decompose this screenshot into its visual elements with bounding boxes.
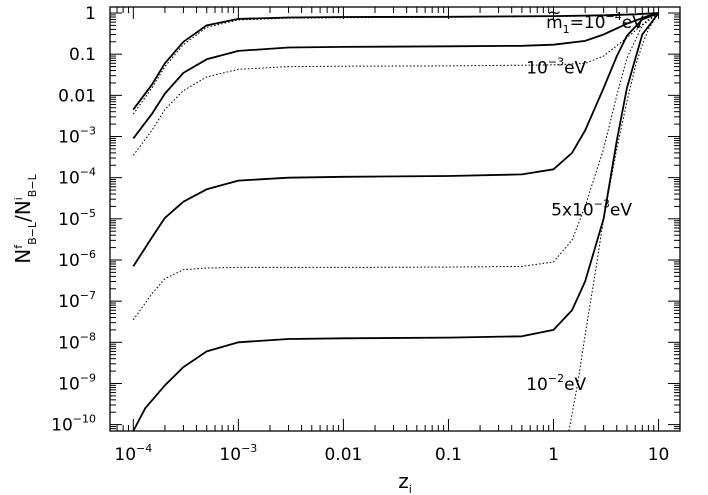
y-tick-label: 10−10 bbox=[51, 413, 96, 436]
y-tick-label: 10−5 bbox=[58, 207, 96, 230]
x-tick-label: 0.1 bbox=[435, 445, 462, 465]
y-axis-title: NfB−L/NiB−L bbox=[11, 173, 39, 263]
curve-label: 5x10−3eV bbox=[551, 198, 632, 221]
curve-annotations: m1=10−4eV~10−3eV 5x10−3eV 10−2eV bbox=[526, 3, 644, 395]
x-tick-label: 10−4 bbox=[114, 442, 152, 465]
x-tick-label: 10 bbox=[648, 445, 670, 465]
x-axis-title: zi bbox=[398, 469, 412, 495]
y-tick-label: 10−6 bbox=[58, 248, 96, 271]
solid-curve-2 bbox=[132, 12, 659, 139]
solid-curve-6 bbox=[132, 12, 660, 432]
tick-labels: 10−4 10−3 0.01 0.1 1 10 1 0.1 0.01 10−3 10−4 10−5 10… bbox=[51, 4, 669, 465]
x-tick-label: 0.01 bbox=[324, 445, 362, 465]
dotted-curve-5 bbox=[132, 12, 659, 321]
y-tick-label: 10−8 bbox=[58, 330, 96, 353]
y-tick-label: 10−4 bbox=[58, 166, 96, 189]
data-curves bbox=[132, 12, 660, 432]
dotted-curve-1 bbox=[132, 12, 659, 115]
curve-label: 10−3eV bbox=[526, 55, 586, 78]
y-tick-label: 10−3 bbox=[58, 124, 96, 147]
plot-frame bbox=[109, 6, 681, 432]
x-tick-label: 10−3 bbox=[219, 442, 257, 465]
curve-label: m1=10−4eV bbox=[546, 10, 644, 36]
y-tick-label: 0.01 bbox=[58, 86, 96, 106]
y-tick-label: 10−7 bbox=[58, 289, 96, 312]
curve-label: 10−2eV bbox=[526, 372, 586, 395]
solid-curve-4 bbox=[132, 12, 659, 267]
y-tick-label: 0.1 bbox=[69, 45, 96, 65]
axis-ticks bbox=[109, 7, 680, 431]
axis-titles: zi NfB−L/NiB−L bbox=[11, 173, 412, 495]
tilde-mark: ~ bbox=[547, 3, 561, 23]
y-tick-label: 1 bbox=[85, 4, 96, 24]
y-tick-label: 10−9 bbox=[58, 371, 96, 394]
x-tick-label: 1 bbox=[548, 445, 559, 465]
